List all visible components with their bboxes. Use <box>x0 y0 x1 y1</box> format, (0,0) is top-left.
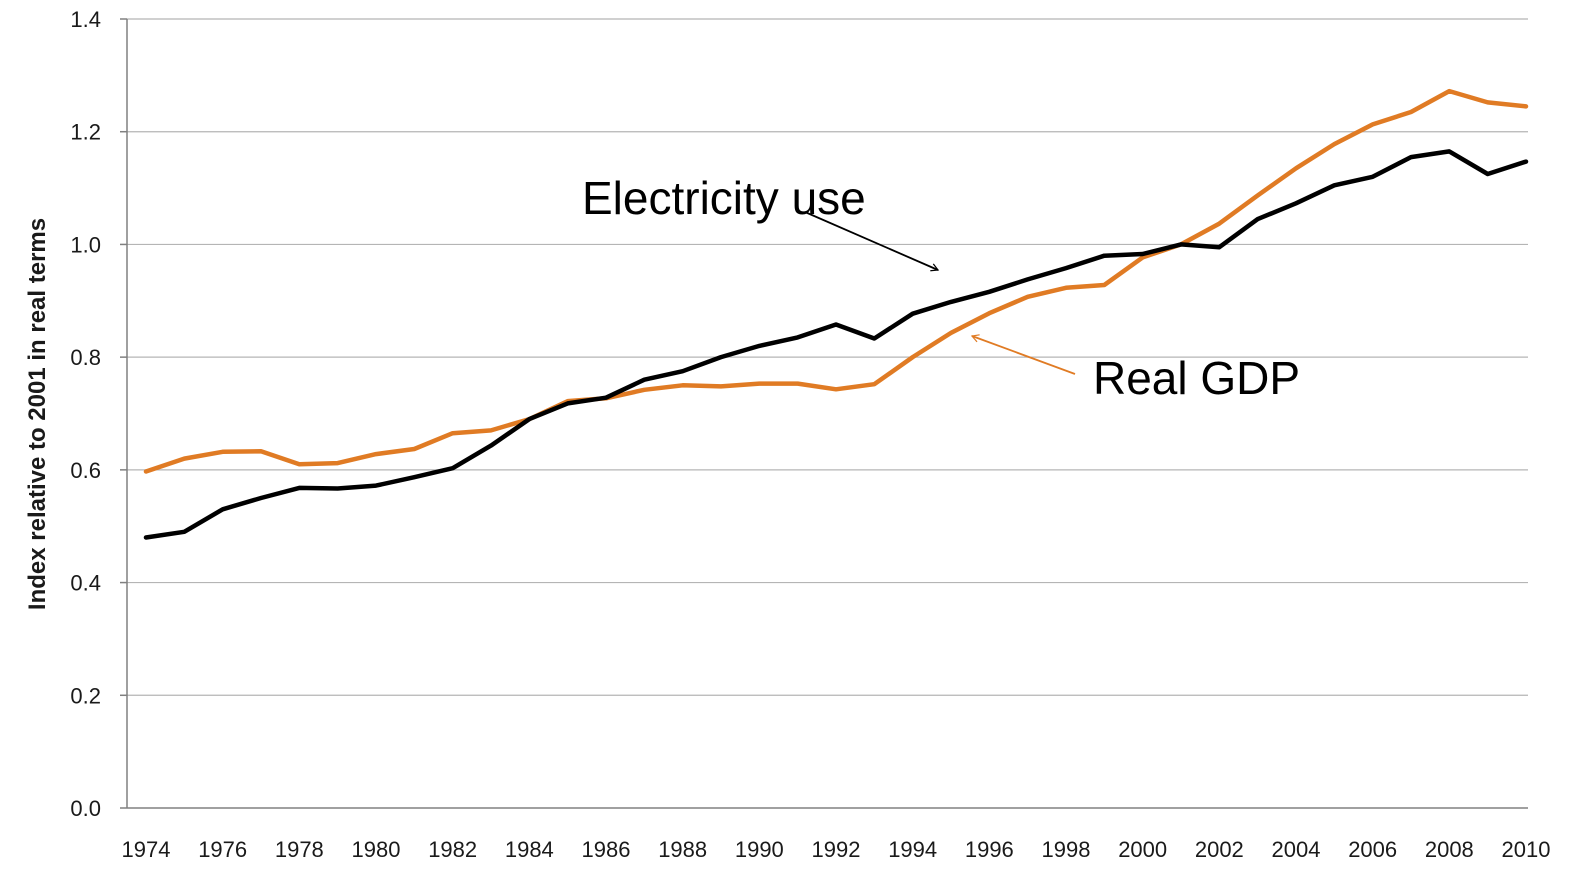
y-tick-label: 1.4 <box>70 7 101 32</box>
annotation-arrow <box>804 211 940 272</box>
x-tick-label: 2002 <box>1195 837 1244 862</box>
series-line-real-gdp <box>143 88 1529 474</box>
axes <box>120 18 1528 809</box>
y-tick-label: 1.0 <box>70 232 101 257</box>
y-tick-label: 0.2 <box>70 683 101 708</box>
y-axis-title: Index relative to 2001 in real terms <box>24 218 51 610</box>
x-tick-label: 1994 <box>888 837 937 862</box>
y-tick-label: 0.0 <box>70 796 101 821</box>
y-tick-label: 1.2 <box>70 120 101 145</box>
x-tick-label: 1986 <box>582 837 631 862</box>
x-tick-label: 1982 <box>428 837 477 862</box>
y-tick-label: 0.8 <box>70 345 101 370</box>
x-tick-label: 1980 <box>352 837 401 862</box>
x-tick-label: 1984 <box>505 837 554 862</box>
x-tick-label: 1976 <box>198 837 247 862</box>
x-tick-label: 2008 <box>1425 837 1474 862</box>
x-tick-label: 1992 <box>812 837 861 862</box>
annotation-label-real-gdp: Real GDP <box>1093 352 1300 404</box>
annotation-arrow <box>970 334 1076 375</box>
series-lines <box>143 88 1529 540</box>
annotations: Electricity use Real GDP <box>582 172 1300 404</box>
x-tick-label: 2010 <box>1502 837 1551 862</box>
x-tick-label: 1988 <box>658 837 707 862</box>
annotation-label-electricity-use: Electricity use <box>582 172 866 224</box>
x-tick-label: 2004 <box>1272 837 1321 862</box>
x-tick-label: 1996 <box>965 837 1014 862</box>
x-tick-label: 1974 <box>122 837 171 862</box>
y-axis-tick-labels: 0.0 0.2 0.4 0.6 0.8 1.0 1.2 1.4 <box>70 7 101 821</box>
x-tick-label: 1990 <box>735 837 784 862</box>
x-tick-label: 1978 <box>275 837 324 862</box>
x-tick-label: 2006 <box>1348 837 1397 862</box>
y-tick-label: 0.4 <box>70 571 101 596</box>
x-axis-tick-labels: 1974 1976 1978 1980 1982 1984 1986 1988 1990 1992… <box>122 837 1551 862</box>
series-line-electricity-use <box>143 149 1529 540</box>
y-tick-label: 0.6 <box>70 458 101 483</box>
gridlines <box>127 18 1528 696</box>
x-tick-label: 2000 <box>1118 837 1167 862</box>
x-tick-label: 1998 <box>1042 837 1091 862</box>
